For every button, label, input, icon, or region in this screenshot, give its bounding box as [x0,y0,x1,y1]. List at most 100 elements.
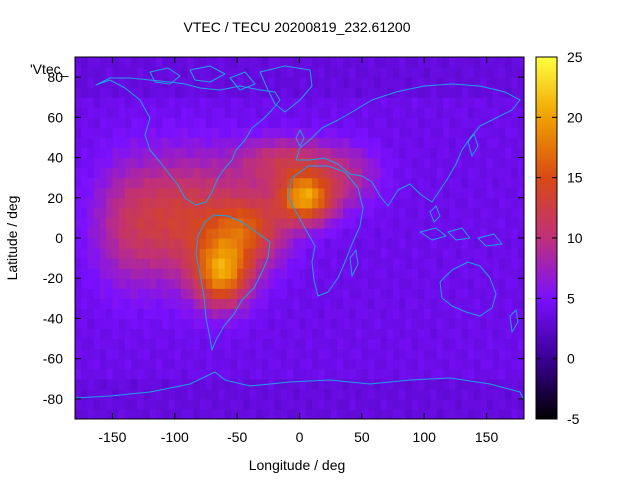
heatmap-cell [380,117,388,128]
heatmap-cell [474,318,481,330]
heatmap-cell [230,398,238,410]
heatmap-cell [112,137,120,149]
heatmap-cell [336,348,344,360]
heatmap-cell [492,177,500,189]
heatmap-cell [424,378,432,390]
heatmap-cell [311,288,319,299]
heatmap-cell [149,258,157,269]
heatmap-cell [212,157,220,169]
heatmap-cell [424,217,432,229]
heatmap-cell [243,248,251,259]
heatmap-cell [106,137,114,149]
heatmap-cell [205,348,213,360]
heatmap-cell [474,358,481,370]
heatmap-cell [124,318,132,330]
heatmap-cell [287,238,294,249]
heatmap-cell [112,388,120,400]
heatmap-cell [442,318,450,330]
heatmap-cell [212,67,220,78]
heatmap-cell [218,338,226,350]
heatmap-cell [187,157,195,169]
heatmap-cell [399,368,407,380]
heatmap-cell [224,348,232,360]
heatmap-cell [205,197,213,209]
heatmap-cell [374,57,382,68]
heatmap-cell [474,378,481,390]
heatmap-cell [87,298,95,309]
heatmap-cell [137,137,145,149]
heatmap-cell [467,278,475,289]
heatmap-cell [361,368,369,380]
colorbar-tick-label: 20 [567,109,583,125]
heatmap-cell [293,348,301,360]
heatmap-cell [486,217,494,229]
coast-southeast-asia [419,205,503,247]
heatmap-cell [467,167,475,179]
heatmap-cell [386,348,394,360]
heatmap-cell [81,157,89,169]
heatmap-cell [174,137,182,149]
heatmap-cell [467,268,475,279]
heatmap-cell [305,127,313,139]
heatmap-cell [311,187,319,199]
heatmap-cell [430,77,438,88]
heatmap-cell [449,137,457,149]
heatmap-cell [149,368,157,380]
heatmap-cell [87,408,95,419]
heatmap-cell [492,87,500,98]
heatmap-cell [368,137,375,149]
heatmap-cell [112,57,120,68]
heatmap-cell [480,147,488,159]
heatmap-cell [249,388,257,400]
heatmap-cell [424,107,432,118]
heatmap-cell [405,278,413,289]
heatmap-cell [274,77,282,88]
heatmap-cell [268,298,276,309]
heatmap-cell [137,227,145,239]
heatmap-cell [293,167,301,179]
heatmap-cell [112,268,120,279]
heatmap-cell [299,388,307,400]
heatmap-cell [405,137,413,149]
heatmap-cell [168,328,176,340]
heatmap-cell [81,318,89,330]
heatmap-cell [517,308,524,320]
heatmap-cell [386,107,394,118]
heatmap-cell [355,117,363,128]
heatmap-cell [311,147,319,159]
heatmap-cell [287,147,294,159]
heatmap-cell [149,177,157,189]
heatmap-cell [249,248,257,259]
heatmap-cell [87,137,95,149]
heatmap-cell [399,167,407,179]
heatmap-cell [430,338,438,350]
heatmap-cell [212,278,220,289]
heatmap-cell [224,368,232,380]
heatmap-cell [330,167,338,179]
heatmap-cell [93,348,101,360]
heatmap-cell [467,137,475,149]
heatmap-cell [355,77,363,88]
heatmap-cell [411,87,419,98]
heatmap-cell [224,177,232,189]
heatmap-cell [417,197,425,209]
heatmap-cell [449,328,457,340]
heatmap-cell [393,268,400,279]
heatmap-cell [230,147,238,159]
heatmap-cell [442,77,450,88]
heatmap-cell [405,248,413,259]
heatmap-cell [305,187,313,199]
heatmap-cell [243,288,251,299]
heatmap-cell [386,57,394,68]
heatmap-cell [380,408,388,419]
heatmap-cell [499,288,506,299]
heatmap-cell [143,378,151,390]
heatmap-cell [330,227,338,239]
heatmap-cell [436,268,444,279]
heatmap-cell [480,207,488,219]
heatmap-cell [168,288,176,299]
heatmap-cell [380,368,388,380]
heatmap-cell [517,358,524,370]
heatmap-cell [112,117,120,128]
heatmap-cell [193,167,201,179]
